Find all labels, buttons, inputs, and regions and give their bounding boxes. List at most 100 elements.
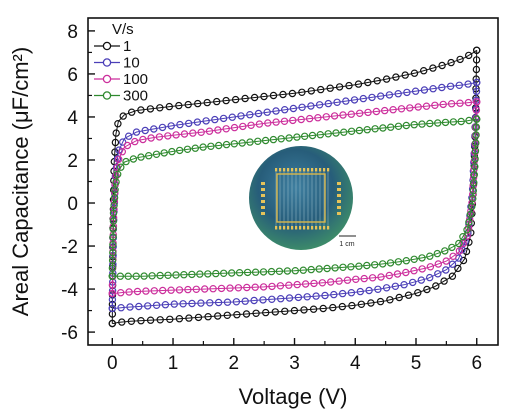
data-point bbox=[357, 300, 366, 308]
data-point bbox=[343, 276, 352, 284]
data-point bbox=[146, 316, 155, 324]
data-point bbox=[472, 123, 481, 131]
data-point bbox=[148, 272, 156, 280]
data-point bbox=[363, 125, 371, 134]
data-point bbox=[150, 125, 158, 133]
data-point bbox=[363, 261, 371, 270]
data-point bbox=[394, 258, 403, 266]
data-point bbox=[111, 138, 120, 147]
data-point bbox=[131, 137, 139, 146]
data-point bbox=[310, 279, 318, 288]
data-point bbox=[180, 130, 189, 138]
wafer-image bbox=[249, 146, 353, 250]
data-point bbox=[397, 105, 406, 113]
data-point bbox=[338, 302, 346, 311]
data-point bbox=[281, 105, 289, 114]
data-point bbox=[175, 315, 184, 323]
y-tick-label: 4 bbox=[67, 108, 78, 129]
pad bbox=[295, 226, 298, 230]
pad bbox=[307, 226, 310, 230]
data-point bbox=[111, 185, 119, 194]
data-point bbox=[303, 293, 311, 301]
series-line-10-upper bbox=[111, 82, 477, 309]
data-point bbox=[465, 116, 473, 125]
pad bbox=[337, 212, 341, 215]
data-point bbox=[116, 289, 125, 297]
data-point bbox=[364, 78, 372, 87]
data-point bbox=[330, 112, 339, 120]
data-point bbox=[321, 291, 329, 300]
data-point bbox=[170, 300, 178, 308]
data-point bbox=[385, 271, 393, 280]
data-point bbox=[395, 293, 403, 302]
data-point bbox=[472, 139, 480, 147]
data-point bbox=[116, 272, 125, 280]
legend-marker bbox=[102, 58, 112, 67]
data-point bbox=[259, 268, 268, 276]
data-point bbox=[234, 284, 243, 292]
data-point bbox=[254, 137, 262, 145]
data-point bbox=[260, 92, 268, 101]
data-point bbox=[272, 118, 280, 126]
data-point bbox=[144, 151, 153, 160]
data-point bbox=[114, 155, 123, 163]
data-point bbox=[454, 264, 462, 273]
data-point bbox=[127, 108, 136, 116]
pad bbox=[319, 226, 322, 230]
data-point bbox=[230, 123, 239, 132]
data-point bbox=[347, 127, 356, 135]
data-point bbox=[251, 283, 259, 291]
data-point bbox=[247, 121, 255, 130]
data-point bbox=[243, 268, 252, 277]
data-point bbox=[426, 119, 434, 128]
data-point bbox=[298, 103, 306, 112]
data-point bbox=[417, 276, 425, 284]
data-point bbox=[338, 289, 347, 298]
data-point bbox=[301, 132, 309, 140]
data-point bbox=[164, 132, 172, 140]
pad bbox=[299, 226, 302, 230]
data-point bbox=[233, 311, 241, 319]
y-axis-title: Areal Capacitance (μF/cm²) bbox=[8, 47, 33, 316]
pad bbox=[261, 188, 265, 191]
data-point bbox=[291, 267, 299, 275]
data-point bbox=[237, 112, 245, 120]
data-point bbox=[440, 277, 448, 285]
data-point bbox=[137, 106, 145, 114]
data-point bbox=[238, 139, 246, 147]
data-point bbox=[259, 296, 267, 304]
data-point bbox=[271, 308, 279, 316]
data-point bbox=[459, 239, 467, 248]
data-point bbox=[285, 294, 294, 302]
data-point bbox=[379, 260, 387, 268]
data-point bbox=[193, 99, 202, 108]
ticks-layer: 0 1 2 3 4 5 6 -6 -4 -2 0 2 4 6 8 bbox=[61, 22, 482, 374]
data-point bbox=[156, 104, 164, 112]
data-point bbox=[352, 275, 360, 283]
data-point bbox=[420, 86, 429, 94]
data-point bbox=[281, 307, 289, 315]
data-point bbox=[176, 120, 184, 129]
data-point bbox=[290, 306, 299, 315]
data-point bbox=[246, 138, 254, 146]
data-point bbox=[108, 256, 117, 265]
data-point bbox=[118, 318, 126, 326]
data-point bbox=[457, 117, 465, 126]
data-point bbox=[112, 129, 120, 137]
data-point bbox=[243, 283, 251, 292]
data-point bbox=[139, 135, 147, 144]
data-point bbox=[447, 99, 456, 108]
data-point bbox=[300, 306, 308, 314]
data-point bbox=[434, 260, 442, 268]
data-point bbox=[393, 270, 402, 278]
data-point bbox=[401, 71, 409, 79]
data-point bbox=[426, 263, 435, 271]
data-point bbox=[308, 131, 317, 140]
series-line-100-upper bbox=[111, 101, 477, 294]
data-point bbox=[172, 131, 180, 139]
pad bbox=[295, 168, 298, 172]
data-point bbox=[172, 271, 180, 279]
data-point bbox=[441, 118, 450, 127]
